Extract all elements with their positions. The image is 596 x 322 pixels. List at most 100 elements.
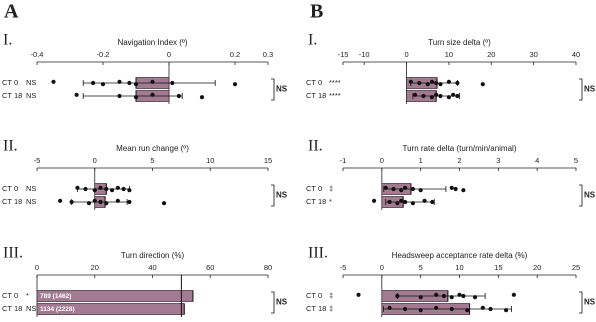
- x-tick-label: -15: [338, 50, 349, 59]
- x-tick-label: 5: [574, 156, 578, 165]
- category-label: CT 0: [306, 291, 322, 300]
- data-point: [161, 201, 167, 206]
- data-point: [472, 295, 478, 300]
- category-label: CT 0: [2, 184, 18, 193]
- data-point: [418, 308, 423, 313]
- x-tick-label: -1: [340, 156, 347, 165]
- x-tick-label: -5: [34, 156, 41, 165]
- data-point: [69, 199, 74, 205]
- data-point: [422, 198, 427, 203]
- data-point: [461, 293, 466, 299]
- data-point: [504, 308, 509, 313]
- data-point: [429, 95, 435, 100]
- data-point: [417, 80, 422, 86]
- comparison-label: NS: [276, 298, 288, 307]
- comparison-bracket: [271, 291, 275, 314]
- data-point: [74, 92, 79, 97]
- data-point: [117, 79, 122, 84]
- panel-title: Mean run change (º): [116, 144, 189, 153]
- x-tick-label: 40: [148, 263, 156, 272]
- data-point: [383, 185, 388, 190]
- category-label: CT 18: [306, 91, 326, 100]
- data-point: [86, 201, 92, 206]
- comparison-bracket: [579, 291, 583, 314]
- data-point: [410, 186, 415, 192]
- data-point: [150, 92, 155, 97]
- category-label: CT 18: [2, 304, 22, 313]
- panel-title: Navigation Index (º): [117, 38, 187, 47]
- bar-label: 1134 (2228): [40, 306, 75, 313]
- category-label: CT 0: [2, 291, 18, 300]
- panel-numeral: III.: [308, 245, 328, 262]
- data-point: [170, 80, 175, 86]
- data-point: [434, 92, 439, 97]
- data-point: [75, 185, 80, 190]
- data-point: [133, 95, 139, 100]
- data-point: [418, 295, 423, 300]
- data-point: [438, 82, 443, 87]
- data-point: [480, 82, 485, 87]
- panel-numeral: II.: [308, 138, 323, 155]
- x-tick-label: 20: [487, 50, 495, 59]
- x-tick-label: 30: [529, 50, 537, 59]
- category-label: CT 0: [306, 78, 322, 87]
- panel-numeral: III.: [3, 245, 23, 262]
- x-tick-label: 20: [533, 263, 541, 272]
- x-tick-label: 5: [419, 263, 423, 272]
- x-tick-label: 1: [419, 156, 423, 165]
- data-point: [133, 82, 139, 87]
- x-tick-label: 10: [206, 156, 214, 165]
- x-tick-label: -0.4: [31, 50, 44, 59]
- data-point: [395, 201, 400, 206]
- data-point: [92, 188, 97, 193]
- figure-letter: B: [310, 1, 323, 23]
- category-label: CT 0: [306, 184, 322, 193]
- x-tick-label: 0.3: [263, 50, 273, 59]
- x-tick-label: 5: [150, 156, 154, 165]
- data-point: [425, 82, 430, 87]
- data-point: [429, 79, 435, 84]
- significance-label: ****: [329, 78, 341, 87]
- data-point: [98, 199, 103, 205]
- data-point: [371, 198, 377, 203]
- significance-label: NS: [26, 78, 36, 87]
- x-tick-label: 0: [93, 156, 97, 165]
- comparison-bracket: [579, 184, 583, 207]
- significance-label: NS: [26, 184, 36, 193]
- data-point: [83, 186, 88, 192]
- data-point: [91, 80, 96, 86]
- comparison-label: NS: [584, 191, 596, 200]
- comparison-bracket: [271, 184, 275, 207]
- x-tick-label: 15: [494, 263, 502, 272]
- data-point: [391, 186, 396, 192]
- significance-label: *: [329, 197, 332, 206]
- significance-label: *: [26, 291, 29, 300]
- data-point: [434, 292, 439, 297]
- data-point: [176, 93, 181, 99]
- data-point: [127, 199, 132, 205]
- figure-letter: A: [4, 1, 19, 23]
- data-point: [418, 188, 423, 193]
- x-tick-label: 10: [455, 263, 463, 272]
- x-tick-label: -10: [359, 50, 370, 59]
- data-point: [430, 199, 435, 205]
- comparison-label: NS: [276, 191, 288, 200]
- data-point: [127, 80, 132, 86]
- data-point: [115, 185, 120, 190]
- category-label: CT 0: [2, 78, 18, 87]
- data-point: [451, 92, 456, 97]
- data-point: [127, 188, 132, 193]
- data-point: [399, 188, 404, 193]
- data-point: [356, 292, 361, 297]
- panel-title: Headsweep acceptance rate delta (%): [392, 251, 528, 260]
- data-point: [449, 306, 454, 312]
- panel-numeral: I.: [3, 32, 12, 49]
- data-point: [232, 82, 238, 87]
- data-point: [395, 293, 400, 299]
- data-point: [150, 79, 155, 84]
- significance-label: ‡: [329, 291, 333, 300]
- data-point: [117, 93, 122, 99]
- x-tick-label: 80: [264, 263, 272, 272]
- x-tick-label: -5: [340, 263, 347, 272]
- data-point: [453, 186, 458, 192]
